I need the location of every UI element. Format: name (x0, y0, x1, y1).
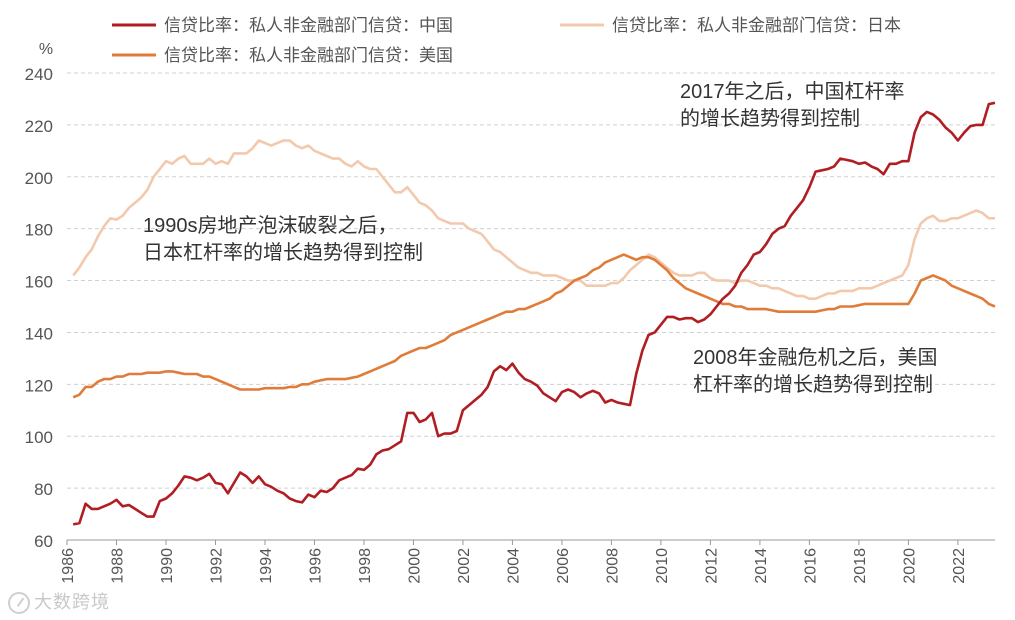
x-tick-label: 2014 (753, 548, 770, 584)
axes: 60 80 100 120 140 160 180 200 220 240 1986 1988 1990… (25, 65, 995, 584)
grid-lines (67, 72, 995, 489)
x-tick-label: 2000 (406, 548, 423, 584)
y-axis-unit-label: % (39, 41, 53, 58)
y-tick-label: 180 (25, 221, 53, 240)
x-tick-label: 1988 (109, 548, 126, 584)
x-tick-label: 2006 (555, 548, 572, 584)
x-tick-label: 1996 (307, 548, 324, 584)
legend-label: 信贷比率：私人非金融部门信贷：日本 (612, 16, 901, 35)
x-tick-label: 1998 (357, 548, 374, 584)
x-tick-label: 2012 (703, 548, 720, 584)
series-line-japan (72, 139, 995, 300)
x-tick-label: 1994 (258, 548, 275, 584)
x-tick-label: 1992 (208, 548, 225, 584)
x-tick-label: 2002 (456, 548, 473, 584)
y-tick-label: 140 (25, 324, 53, 343)
annotation-text: 1990s房地产泡沫破裂之后， (143, 214, 398, 237)
legend-label: 信贷比率：私人非金融部门信贷：中国 (164, 16, 453, 35)
series-line-china (72, 101, 996, 526)
annotation-text: 的增长趋势得到控制 (680, 107, 860, 130)
x-tick-label: 2016 (802, 548, 819, 584)
y-tick-label: 220 (25, 117, 53, 136)
x-tick-label: 2022 (951, 548, 968, 584)
y-tick-label: 200 (25, 169, 53, 188)
y-tick-label: 160 (25, 273, 53, 292)
x-tick-label: 1986 (60, 548, 77, 584)
series-line-us (72, 253, 996, 399)
y-tick-label: 60 (34, 532, 53, 551)
annotation-text: 2008年金融危机之后，美国 (693, 346, 938, 369)
y-tick-label: 120 (25, 376, 53, 395)
x-tick-label: 1990 (159, 548, 176, 584)
x-tick-label: 2010 (654, 548, 671, 584)
series-lines (72, 101, 996, 526)
annotation-text: 日本杠杆率的增长趋势得到控制 (143, 241, 423, 264)
watermark: 大数跨境 (8, 588, 110, 614)
legend: 信贷比率：私人非金融部门信贷：中国 信贷比率：私人非金融部门信贷：日本信贷比率：私… (112, 16, 901, 65)
legend-label: 信贷比率：私人非金融部门信贷：美国 (164, 46, 453, 65)
y-tick-label: 100 (25, 428, 53, 447)
annotation-text: 杠杆率的增长趋势得到控制 (693, 373, 933, 396)
x-tick-label: 2008 (604, 548, 621, 584)
logo-icon (8, 592, 30, 614)
y-tick-label: 80 (34, 480, 53, 499)
x-tick-label: 2020 (901, 548, 918, 584)
x-tick-label: 2004 (505, 548, 522, 584)
annotation-text: 2017年之后，中国杠杆率 (680, 80, 905, 103)
x-tick-label: 2018 (852, 548, 869, 584)
watermark-text: 大数跨境 (34, 592, 110, 613)
y-tick-label: 240 (25, 65, 53, 84)
